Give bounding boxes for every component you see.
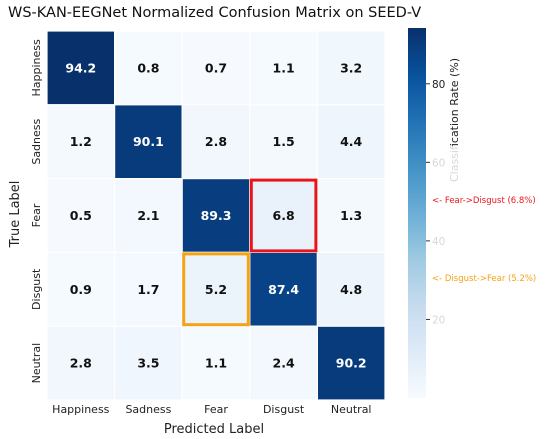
heatmap-cell (316, 30, 386, 106)
y-tick-label: Neutral (30, 343, 43, 384)
heatmap-cell-labels: 94.2 0.8 0.7 1.1 3.2 1.2 90.1 2.8 1.5 4.4 0.5 2.1 89… (65, 60, 366, 370)
chart-title: WS-KAN-EEGNet Normalized Confusion Matri… (8, 5, 421, 21)
cell-value-label: 4.8 (340, 282, 362, 297)
heatmap-cell (316, 251, 386, 327)
heatmap-cell (181, 251, 251, 327)
cell-value-label: 0.9 (70, 282, 92, 297)
x-tick-label: Happiness (52, 403, 110, 416)
cell-value-label: 5.2 (205, 282, 227, 297)
heatmap-cell (249, 325, 319, 401)
x-tick-label: Sadness (125, 403, 171, 416)
heatmap-cell (46, 104, 116, 180)
annotation-fear-disgust: <- Fear->Disgust (6.8%) (432, 195, 536, 206)
cell-value-label: 2.4 (273, 356, 295, 371)
annotation-panel (430, 146, 550, 378)
y-axis-label: True Label (8, 181, 23, 249)
highlight-box (249, 178, 318, 253)
x-tick-labels: Happiness Sadness Fear Disgust Neutral (52, 403, 371, 416)
y-tick-label: Sadness (30, 118, 43, 164)
x-tick-label: Fear (204, 403, 228, 416)
cell-value-label: 89.3 (201, 208, 232, 223)
cell-value-label: 1.1 (205, 356, 227, 371)
heatmap-cell (249, 178, 319, 254)
cell-value-label: 4.4 (340, 134, 362, 149)
heatmap-cell (181, 104, 251, 180)
y-tick-label: Fear (30, 203, 43, 227)
cell-value-label: 94.2 (65, 60, 96, 75)
highlight-boxes (182, 178, 318, 327)
heatmap-cell (46, 178, 116, 254)
highlight-box (182, 252, 250, 327)
heatmap-cell (316, 325, 386, 401)
cell-value-label: 2.8 (205, 134, 227, 149)
x-tick-label: Disgust (263, 403, 305, 416)
cell-value-label: 0.8 (137, 60, 159, 75)
x-axis-label: Predicted Label (164, 422, 264, 437)
cell-value-label: 0.7 (205, 60, 227, 75)
cell-value-label: 90.1 (133, 134, 164, 149)
cell-value-label: 90.2 (336, 356, 367, 371)
cell-value-label: 1.2 (70, 134, 92, 149)
heatmap-cells (46, 30, 386, 401)
y-tick-label: Happiness (30, 39, 43, 97)
colorbar-tick-label: 80 (432, 79, 445, 91)
heatmap-cell (316, 178, 386, 254)
heatmap-cell (113, 325, 183, 401)
x-tick-label: Neutral (331, 403, 372, 416)
y-tick-labels: Happiness Sadness Fear Disgust Neutral (30, 39, 43, 383)
annotation-disgust-fear: <- Disgust->Fear (5.2%) (432, 274, 537, 285)
colorbar (408, 28, 426, 398)
heatmap-cell (181, 178, 251, 254)
cell-value-label: 1.7 (137, 282, 159, 297)
cell-value-label: 3.5 (137, 356, 159, 371)
cell-value-label: 1.1 (273, 60, 295, 75)
cell-value-label: 3.2 (340, 60, 362, 75)
cell-value-label: 0.5 (70, 208, 92, 223)
cell-value-label: 2.8 (70, 356, 92, 371)
cell-value-label: 1.3 (340, 208, 362, 223)
cell-value-label: 6.8 (273, 208, 295, 223)
cell-value-label: 1.5 (273, 134, 295, 149)
heatmap-cell (113, 178, 183, 254)
cell-value-label: 2.1 (137, 208, 159, 223)
heatmap-cell (249, 104, 319, 180)
y-tick-label: Disgust (30, 268, 43, 310)
heatmap-cell (113, 104, 183, 180)
cell-value-label: 87.4 (268, 282, 299, 297)
